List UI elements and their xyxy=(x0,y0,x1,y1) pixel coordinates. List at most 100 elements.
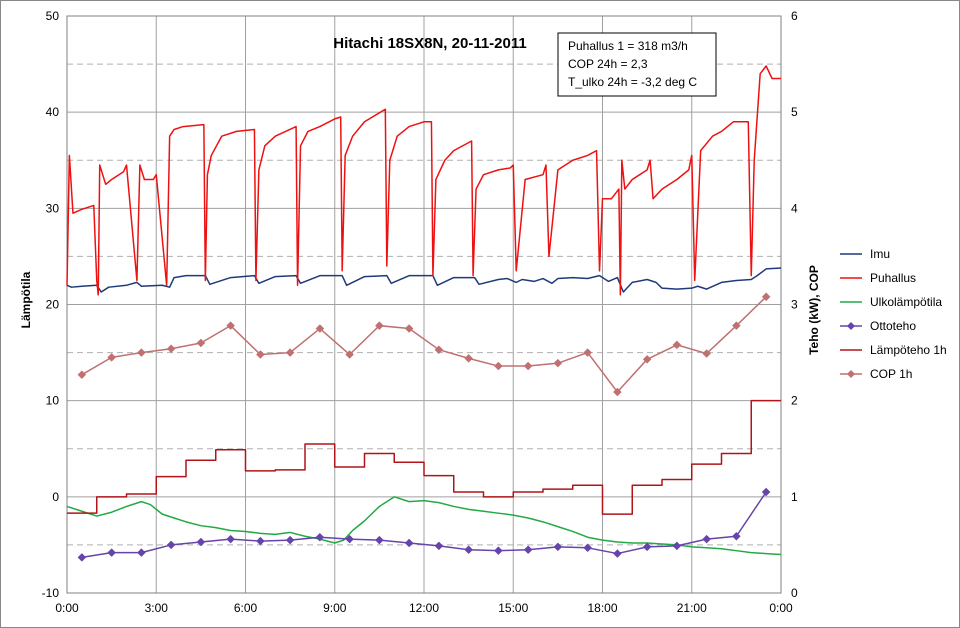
marker-cop-1h xyxy=(107,353,116,362)
annotation-box: Puhallus 1 = 318 m3/h COP 24h = 2,3 T_ul… xyxy=(557,32,717,97)
marker-ottoteho xyxy=(404,538,414,548)
marker-cop-1h xyxy=(315,324,325,333)
marker-ottoteho xyxy=(583,543,592,553)
marker-cop-1h xyxy=(761,292,771,302)
annotation-line-2: COP 24h = 2,3 xyxy=(568,57,648,71)
x-tick-label: 3:00 xyxy=(145,601,169,615)
marker-cop-1h xyxy=(285,348,295,357)
marker-ottoteho xyxy=(464,545,473,555)
series-line-puhallus xyxy=(66,65,781,296)
series-line-ottoteho xyxy=(81,491,767,559)
left-tick-label: 40 xyxy=(46,105,60,119)
left-tick-label: 20 xyxy=(46,298,60,312)
marker-cop-1h xyxy=(613,387,622,397)
marker-ottoteho xyxy=(166,540,176,550)
right-tick-label: 6 xyxy=(791,9,798,23)
right-tick-label: 1 xyxy=(791,490,798,504)
right-tick-label: 0 xyxy=(791,586,798,600)
marker-cop-1h xyxy=(345,350,354,359)
left-tick-label: -10 xyxy=(42,586,60,600)
marker-ottoteho xyxy=(434,541,444,551)
marker-ottoteho xyxy=(77,553,87,562)
plot-area-border xyxy=(66,15,782,594)
marker-cop-1h xyxy=(434,345,444,355)
series-line-imu xyxy=(66,267,782,293)
marker-ottoteho xyxy=(761,487,771,497)
x-tick-label: 0:00 xyxy=(769,601,793,615)
marker-cop-1h xyxy=(672,340,682,350)
left-tick-label: 0 xyxy=(52,490,59,504)
marker-cop-1h xyxy=(494,361,503,371)
right-axis-ticks: 0 1 2 3 4 5 6 xyxy=(791,9,798,600)
marker-ottoteho xyxy=(732,531,741,541)
marker-ottoteho xyxy=(345,534,354,544)
marker-cop-1h xyxy=(732,321,741,331)
marker-ottoteho xyxy=(375,535,384,545)
marker-cop-1h xyxy=(166,344,176,354)
marker-ottoteho xyxy=(642,542,652,552)
x-tick-label: 0:00 xyxy=(55,601,79,615)
marker-ottoteho xyxy=(702,534,711,544)
right-axis-title: Teho (kW), COP xyxy=(807,265,821,355)
legend-label-l-mp-teho-1h: Lämpöteho 1h xyxy=(870,343,947,357)
chart-title: Hitachi 18SX8N, 20-11-2011 xyxy=(333,35,526,52)
marker-cop-1h xyxy=(583,348,592,357)
marker-ottoteho xyxy=(553,542,563,552)
series-line-l-mp-teho-1h xyxy=(67,399,781,515)
marker-ottoteho xyxy=(107,548,116,557)
gridlines xyxy=(66,15,782,594)
marker-ottoteho xyxy=(315,532,325,542)
marker-cop-1h xyxy=(404,324,414,333)
marker-ottoteho xyxy=(285,535,295,545)
marker-cop-1h xyxy=(256,350,265,359)
right-tick-label: 2 xyxy=(791,394,798,408)
legend: Imu Puhallus Ulkolämpötila Ottoteho Lämpöteh… xyxy=(840,247,947,381)
left-axis-ticks: -10 0 10 20 30 40 50 xyxy=(42,9,60,600)
legend-marker-ottoteho xyxy=(847,322,855,330)
right-tick-label: 5 xyxy=(791,105,798,119)
marker-cop-1h xyxy=(642,354,652,364)
left-axis-title: Lämpötila xyxy=(19,271,33,328)
legend-label-puhallus: Puhallus xyxy=(870,271,916,285)
legend-label-imu: Imu xyxy=(870,247,890,261)
marker-cop-1h xyxy=(77,370,87,380)
x-tick-label: 9:00 xyxy=(323,601,347,615)
marker-cop-1h xyxy=(226,321,235,331)
x-tick-label: 15:00 xyxy=(498,601,528,615)
right-tick-label: 4 xyxy=(791,201,798,215)
x-tick-label: 18:00 xyxy=(587,601,617,615)
legend-label-ottoteho: Ottoteho xyxy=(870,319,916,333)
marker-cop-1h xyxy=(196,338,206,348)
left-tick-label: 10 xyxy=(46,394,60,408)
marker-ottoteho xyxy=(196,537,206,547)
annotation-line-1: Puhallus 1 = 318 m3/h xyxy=(568,39,688,53)
marker-ottoteho xyxy=(523,545,533,555)
marker-cop-1h xyxy=(464,353,473,363)
annotation-line-3: T_ulko 24h = -3,2 deg C xyxy=(568,75,697,89)
left-tick-label: 30 xyxy=(46,201,60,215)
marker-cop-1h xyxy=(137,348,146,357)
marker-ottoteho xyxy=(613,549,622,558)
right-tick-label: 3 xyxy=(791,298,798,312)
marker-ottoteho xyxy=(137,548,146,557)
legend-label-cop-1h: COP 1h xyxy=(870,367,912,381)
marker-ottoteho xyxy=(494,546,503,556)
series-line-cop-1h xyxy=(81,296,767,393)
left-tick-label: 50 xyxy=(46,9,60,23)
legend-label-ulkol-mp-tila: Ulkolämpötila xyxy=(870,295,942,309)
x-axis-ticks: 0:00 3:00 6:00 9:00 12:00 15:00 18:00 21:00 0:00 xyxy=(55,601,793,615)
marker-cop-1h xyxy=(375,321,384,331)
plot-area xyxy=(66,15,782,594)
marker-cop-1h xyxy=(553,358,563,368)
marker-ottoteho xyxy=(672,541,682,551)
x-tick-label: 6:00 xyxy=(234,601,258,615)
series-line-ulkol-mp-tila xyxy=(66,496,782,556)
marker-ottoteho xyxy=(226,534,235,544)
marker-cop-1h xyxy=(523,361,533,371)
legend-marker-cop-1h xyxy=(847,370,855,378)
series-layer xyxy=(66,65,782,562)
x-tick-label: 21:00 xyxy=(677,601,707,615)
x-tick-label: 12:00 xyxy=(409,601,439,615)
